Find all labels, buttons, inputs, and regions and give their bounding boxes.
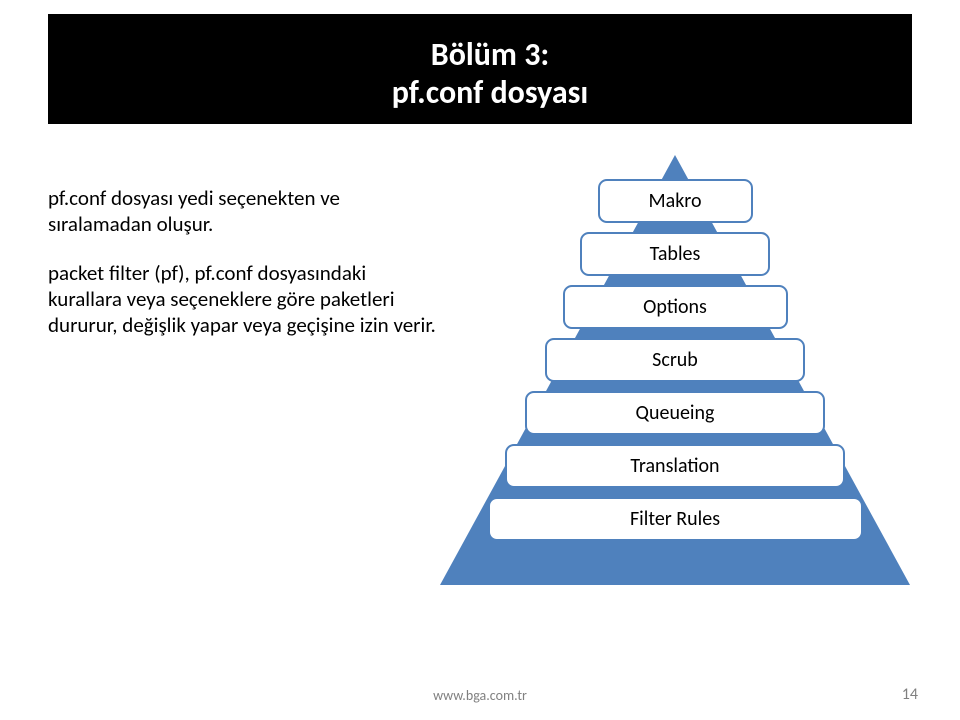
- pyramid-row: Translation: [440, 444, 910, 488]
- body-text: pf.conf dosyası yedi seçenekten ve sıral…: [48, 185, 443, 360]
- pyramid-rung: Tables: [580, 232, 770, 276]
- pyramid-rung: Makro: [598, 179, 753, 223]
- slide: Bölüm 3: pf.conf dosyası pf.conf dosyası…: [0, 0, 960, 720]
- pyramid-row: Filter Rules: [440, 497, 910, 541]
- paragraph-1: pf.conf dosyası yedi seçenekten ve sıral…: [48, 185, 443, 238]
- pyramid-row: Queueing: [440, 391, 910, 435]
- pyramid-rung: Translation: [505, 444, 845, 488]
- pyramid-rung: Options: [563, 285, 788, 329]
- page-number: 14: [902, 685, 918, 704]
- pyramid-rungs: Makro Tables Options Scrub Queueing Translati…: [440, 179, 910, 550]
- pyramid: Makro Tables Options Scrub Queueing Translati…: [440, 155, 910, 585]
- title-center: Bölüm 3: pf.conf dosyası: [300, 14, 680, 134]
- pyramid-rung: Queueing: [525, 391, 825, 435]
- pyramid-row: Tables: [440, 232, 910, 276]
- pyramid-row: Options: [440, 285, 910, 329]
- slide-title: Bölüm 3: pf.conf dosyası: [370, 28, 611, 121]
- pyramid-row: Makro: [440, 179, 910, 223]
- title-line-2: pf.conf dosyası: [392, 73, 589, 112]
- paragraph-2: packet filter (pf), pf.conf dosyasındaki…: [48, 260, 443, 339]
- footer-url: www.bga.com.tr: [0, 687, 960, 704]
- pyramid-rung: Filter Rules: [488, 497, 863, 541]
- pyramid-row: Scrub: [440, 338, 910, 382]
- pyramid-rung: Scrub: [545, 338, 805, 382]
- title-line-1: Bölüm 3:: [431, 35, 549, 74]
